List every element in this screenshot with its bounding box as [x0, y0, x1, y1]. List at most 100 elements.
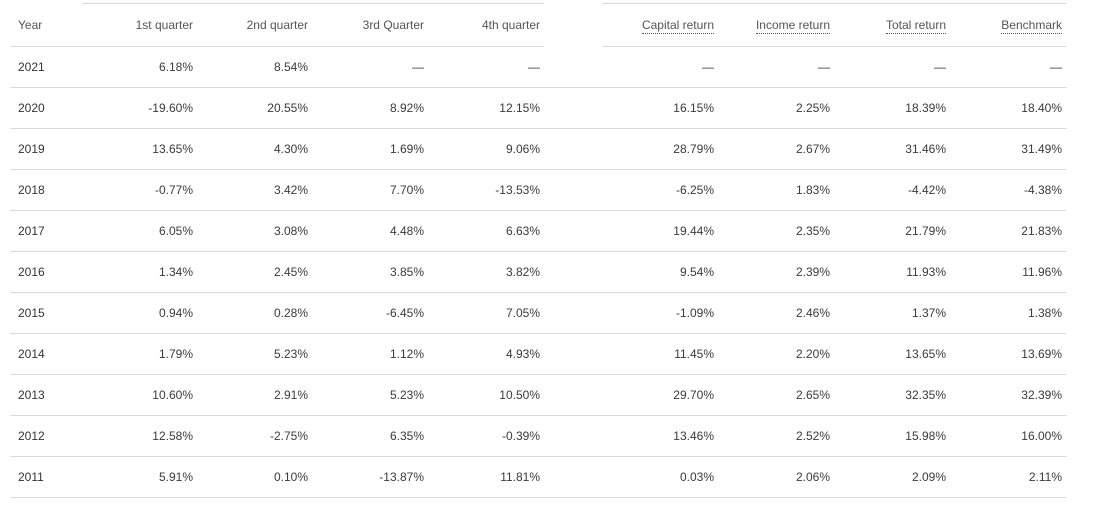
cell-q4: 9.06% [428, 128, 544, 170]
cell-total: 1.37% [834, 292, 950, 334]
cell-q3: 4.48% [312, 210, 428, 252]
cell-total: 31.46% [834, 128, 950, 170]
cell-income: 2.35% [718, 210, 834, 252]
cell-total: 2.09% [834, 456, 950, 498]
cell-income: 2.67% [718, 128, 834, 170]
cell-q3: 1.69% [312, 128, 428, 170]
cell-q2: 0.10% [197, 456, 312, 498]
cell-year: 2020 [10, 87, 82, 129]
cell-year: 2016 [10, 251, 82, 293]
column-header-year: Year [10, 3, 82, 47]
column-gap [544, 4, 602, 47]
cell-q2: 5.23% [197, 333, 312, 375]
cell-capital: -6.25% [602, 169, 718, 211]
column-gap [544, 456, 602, 498]
cell-q1: -0.77% [82, 169, 197, 211]
column-gap [544, 251, 602, 293]
column-header-q3: 3rd Quarter [312, 3, 428, 47]
cell-q3: 5.23% [312, 374, 428, 416]
column-gap [544, 333, 602, 375]
cell-q1: 0.94% [82, 292, 197, 334]
cell-year: 2011 [10, 456, 82, 498]
table-row: 2018 -0.77% 3.42% 7.70% -13.53% -6.25% 1.83% -4… [10, 169, 1066, 211]
cell-q4: 6.63% [428, 210, 544, 252]
cell-income: 2.65% [718, 374, 834, 416]
cell-income: 2.06% [718, 456, 834, 498]
cell-q3: 6.35% [312, 415, 428, 457]
column-header-benchmark[interactable]: Benchmark [950, 3, 1066, 47]
cell-q2: 3.42% [197, 169, 312, 211]
table-row: 2021 6.18% 8.54% — — — — — — [10, 46, 1066, 88]
benchmark-tooltip-label[interactable]: Benchmark [1001, 18, 1062, 34]
cell-benchmark: 32.39% [950, 374, 1066, 416]
cell-total: 15.98% [834, 415, 950, 457]
cell-q3: 1.12% [312, 333, 428, 375]
column-gap [544, 374, 602, 416]
cell-income: 2.20% [718, 333, 834, 375]
table-row: 2013 10.60% 2.91% 5.23% 10.50% 29.70% 2.65% 32.… [10, 374, 1066, 416]
cell-q2: 8.54% [197, 46, 312, 88]
cell-q1: 1.79% [82, 333, 197, 375]
cell-q1: 6.18% [82, 46, 197, 88]
table-row: 2020 -19.60% 20.55% 8.92% 12.15% 16.15% 2.25% 1… [10, 87, 1066, 129]
cell-q1: 6.05% [82, 210, 197, 252]
cell-capital: 13.46% [602, 415, 718, 457]
cell-year: 2019 [10, 128, 82, 170]
cell-q3: -6.45% [312, 292, 428, 334]
column-gap [544, 415, 602, 457]
cell-q4: 3.82% [428, 251, 544, 293]
cell-q2: 0.28% [197, 292, 312, 334]
cell-q4: 4.93% [428, 333, 544, 375]
column-header-q1: 1st quarter [82, 3, 197, 47]
cell-capital: 11.45% [602, 333, 718, 375]
column-gap [544, 128, 602, 170]
table-row: 2019 13.65% 4.30% 1.69% 9.06% 28.79% 2.67% 31.4… [10, 128, 1066, 170]
cell-q4: — [428, 46, 544, 88]
column-header-q2: 2nd quarter [197, 3, 312, 47]
cell-benchmark: 21.83% [950, 210, 1066, 252]
cell-q3: -13.87% [312, 456, 428, 498]
cell-year: 2014 [10, 333, 82, 375]
cell-total: -4.42% [834, 169, 950, 211]
cell-year: 2013 [10, 374, 82, 416]
cell-benchmark: 1.38% [950, 292, 1066, 334]
table-row: 2016 1.34% 2.45% 3.85% 3.82% 9.54% 2.39% 11.93%… [10, 251, 1066, 293]
cell-total: 18.39% [834, 87, 950, 129]
cell-year: 2012 [10, 415, 82, 457]
cell-q2: 2.91% [197, 374, 312, 416]
cell-income: 2.25% [718, 87, 834, 129]
table-body: 2021 6.18% 8.54% — — — — — —2020 -19.60% 20.55% 8.9… [10, 46, 1066, 498]
cell-q1: 5.91% [82, 456, 197, 498]
cell-q1: 13.65% [82, 128, 197, 170]
column-header-capital-return[interactable]: Capital return [602, 3, 718, 47]
annual-returns-table: Year 1st quarter 2nd quarter 3rd Quarter… [10, 3, 1066, 498]
cell-benchmark: 18.40% [950, 87, 1066, 129]
cell-total: 13.65% [834, 333, 950, 375]
capital-return-tooltip-label[interactable]: Capital return [641, 18, 714, 34]
cell-q4: -0.39% [428, 415, 544, 457]
column-header-income-return[interactable]: Income return [718, 3, 834, 47]
table-row: 2017 6.05% 3.08% 4.48% 6.63% 19.44% 2.35% 21.79… [10, 210, 1066, 252]
cell-benchmark: 31.49% [950, 128, 1066, 170]
cell-income: — [718, 46, 834, 88]
cell-q2: 2.45% [197, 251, 312, 293]
cell-capital: 28.79% [602, 128, 718, 170]
table-row: 2011 5.91% 0.10% -13.87% 11.81% 0.03% 2.06% 2.0… [10, 456, 1066, 498]
cell-year: 2017 [10, 210, 82, 252]
cell-q1: 1.34% [82, 251, 197, 293]
cell-benchmark: 16.00% [950, 415, 1066, 457]
column-header-total-return[interactable]: Total return [834, 3, 950, 47]
column-gap [544, 169, 602, 211]
cell-q1: 12.58% [82, 415, 197, 457]
cell-year: 2015 [10, 292, 82, 334]
income-return-tooltip-label[interactable]: Income return [755, 18, 830, 34]
table-row: 2014 1.79% 5.23% 1.12% 4.93% 11.45% 2.20% 13.65… [10, 333, 1066, 375]
cell-capital: — [602, 46, 718, 88]
cell-year: 2018 [10, 169, 82, 211]
cell-q4: 12.15% [428, 87, 544, 129]
total-return-tooltip-label[interactable]: Total return [885, 18, 946, 34]
table-row: 2015 0.94% 0.28% -6.45% 7.05% -1.09% 2.46% 1.37… [10, 292, 1066, 334]
cell-q2: -2.75% [197, 415, 312, 457]
column-gap [544, 210, 602, 252]
cell-benchmark: — [950, 46, 1066, 88]
